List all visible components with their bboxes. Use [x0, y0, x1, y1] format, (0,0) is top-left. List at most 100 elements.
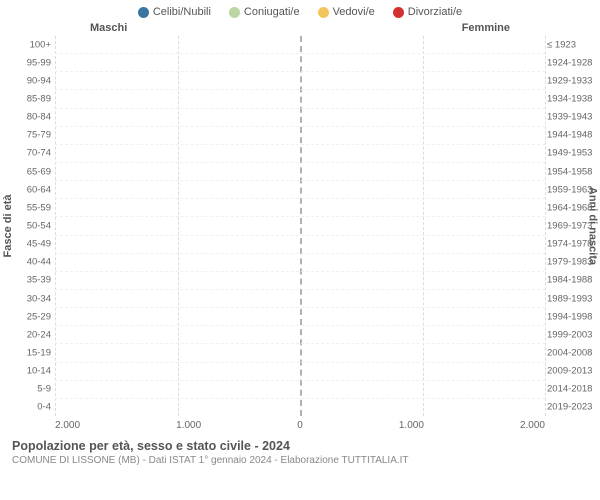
- legend-item: Coniugati/e: [229, 6, 300, 18]
- legend-label: Divorziati/e: [408, 6, 462, 18]
- x-axis: 2.0001.00001.0002.000: [0, 416, 600, 431]
- legend: Celibi/Nubili Coniugati/e Vedovi/e Divorzia…: [0, 0, 600, 18]
- age-row: 30-341989-1993: [55, 290, 545, 308]
- male-half: [55, 272, 300, 289]
- female-half: [300, 90, 545, 107]
- female-half: [300, 36, 545, 53]
- age-label: 65-69: [15, 166, 51, 177]
- male-half: [55, 199, 300, 216]
- age-row: 45-491974-1978: [55, 236, 545, 254]
- legend-dot: [318, 7, 329, 18]
- age-row: 75-791944-1948: [55, 127, 545, 145]
- birth-year-label: 1934-1938: [547, 93, 600, 104]
- age-row: 90-941929-1933: [55, 72, 545, 90]
- birth-year-label: 1979-1983: [547, 257, 600, 268]
- age-row: 95-991924-1928: [55, 54, 545, 72]
- male-half: [55, 163, 300, 180]
- legend-label: Coniugati/e: [244, 6, 300, 18]
- birth-year-label: 1929-1933: [547, 75, 600, 86]
- female-half: [300, 109, 545, 126]
- age-row: 20-241999-2003: [55, 326, 545, 344]
- age-row: 65-691954-1958: [55, 163, 545, 181]
- male-half: [55, 54, 300, 71]
- female-half: [300, 199, 545, 216]
- birth-year-label: 1959-1963: [547, 184, 600, 195]
- birth-year-label: 1924-1928: [547, 57, 600, 68]
- female-half: [300, 72, 545, 89]
- age-row: 35-391984-1988: [55, 272, 545, 290]
- male-half: [55, 109, 300, 126]
- female-half: [300, 344, 545, 361]
- male-half: [55, 217, 300, 234]
- female-half: [300, 308, 545, 325]
- birth-year-label: 1974-1978: [547, 239, 600, 250]
- male-half: [55, 90, 300, 107]
- age-label: 10-14: [15, 366, 51, 377]
- age-label: 0-4: [15, 402, 51, 413]
- female-half: [300, 254, 545, 271]
- birth-year-label: 2014-2018: [547, 384, 600, 395]
- male-half: [55, 326, 300, 343]
- chart-area: Fasce di età Anni di nascita 100+≤ 19239…: [0, 36, 600, 416]
- x-tick: 2.000: [520, 420, 545, 431]
- legend-item: Celibi/Nubili: [138, 6, 211, 18]
- gridline: [545, 36, 546, 416]
- male-half: [55, 290, 300, 307]
- age-label: 70-74: [15, 148, 51, 159]
- male-half: [55, 381, 300, 398]
- female-half: [300, 399, 545, 416]
- x-tick: 0: [297, 420, 303, 431]
- birth-year-label: 2009-2013: [547, 366, 600, 377]
- birth-year-label: 1939-1943: [547, 112, 600, 123]
- male-half: [55, 344, 300, 361]
- male-half: [55, 254, 300, 271]
- male-half: [55, 399, 300, 416]
- age-label: 50-54: [15, 220, 51, 231]
- age-row: 85-891934-1938: [55, 90, 545, 108]
- age-row: 100+≤ 1923: [55, 36, 545, 54]
- age-label: 40-44: [15, 257, 51, 268]
- age-label: 100+: [15, 39, 51, 50]
- age-label: 15-19: [15, 347, 51, 358]
- legend-item: Vedovi/e: [318, 6, 375, 18]
- birth-year-label: 1949-1953: [547, 148, 600, 159]
- header-males: Maschi: [90, 22, 127, 34]
- male-half: [55, 363, 300, 380]
- age-row: 70-741949-1953: [55, 145, 545, 163]
- age-row: 60-641959-1963: [55, 181, 545, 199]
- birth-year-label: 1964-1968: [547, 202, 600, 213]
- age-label: 95-99: [15, 57, 51, 68]
- age-label: 85-89: [15, 93, 51, 104]
- male-half: [55, 127, 300, 144]
- female-half: [300, 181, 545, 198]
- age-row: 80-841939-1943: [55, 109, 545, 127]
- age-row: 55-591964-1968: [55, 199, 545, 217]
- birth-year-label: 1944-1948: [547, 130, 600, 141]
- x-tick: 1.000: [176, 420, 201, 431]
- chart-subtitle: COMUNE DI LISSONE (MB) - Dati ISTAT 1° g…: [12, 455, 588, 466]
- female-half: [300, 381, 545, 398]
- female-half: [300, 127, 545, 144]
- legend-dot: [229, 7, 240, 18]
- column-headers: Maschi Femmine: [0, 18, 600, 36]
- birth-year-label: 1984-1988: [547, 275, 600, 286]
- age-label: 5-9: [15, 384, 51, 395]
- legend-item: Divorziati/e: [393, 6, 462, 18]
- female-half: [300, 272, 545, 289]
- birth-year-label: 1989-1993: [547, 293, 600, 304]
- age-label: 30-34: [15, 293, 51, 304]
- male-half: [55, 72, 300, 89]
- female-half: [300, 163, 545, 180]
- age-row: 15-192004-2008: [55, 344, 545, 362]
- chart-footer: Popolazione per età, sesso e stato civil…: [0, 431, 600, 466]
- birth-year-label: 1994-1998: [547, 311, 600, 322]
- male-half: [55, 145, 300, 162]
- male-half: [55, 236, 300, 253]
- female-half: [300, 236, 545, 253]
- age-label: 35-39: [15, 275, 51, 286]
- male-half: [55, 36, 300, 53]
- x-tick: 1.000: [399, 420, 424, 431]
- age-label: 75-79: [15, 130, 51, 141]
- age-row: 25-291994-1998: [55, 308, 545, 326]
- female-half: [300, 363, 545, 380]
